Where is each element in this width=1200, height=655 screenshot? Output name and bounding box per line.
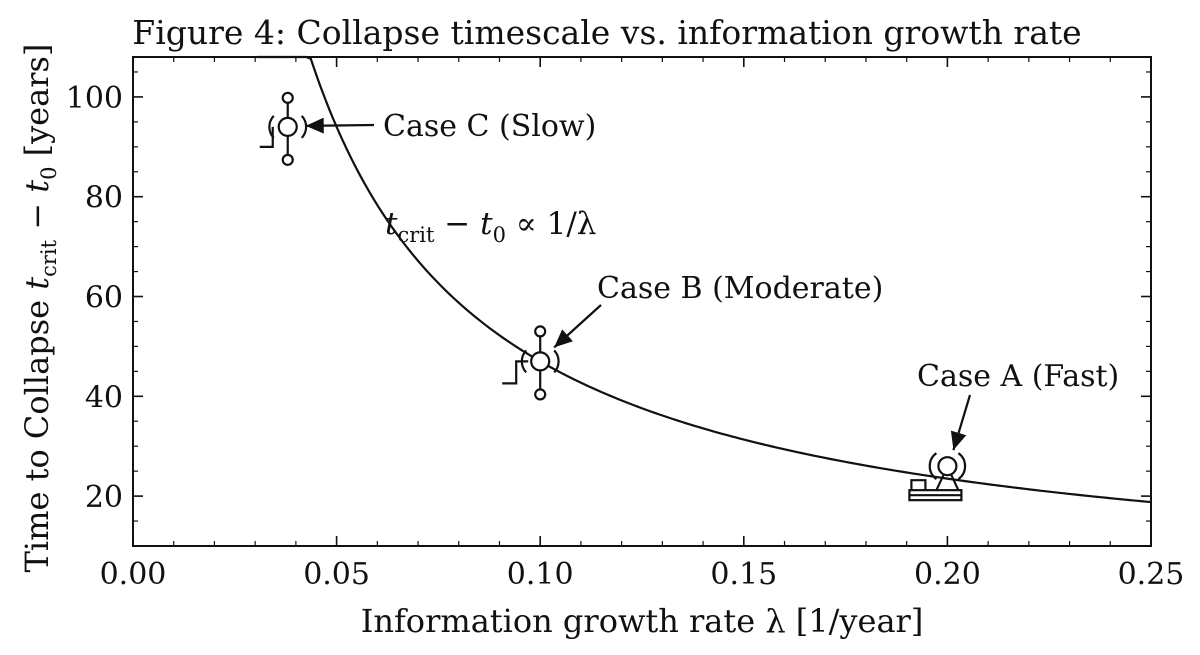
- inverse-curve-line: [257, 55, 1152, 504]
- case-a-label: Case A (Fast): [917, 359, 1119, 394]
- case-b-arrow: [553, 304, 602, 349]
- plot-frame: [132, 56, 1152, 547]
- chart-title: Figure 4: Collapse timescale vs. informa…: [132, 13, 1081, 52]
- case-b-label: Case B (Moderate): [597, 271, 883, 306]
- formula-rest: − t: [434, 206, 493, 242]
- case-a-arrow: [950, 394, 972, 451]
- y-tick-label: 20: [85, 480, 123, 515]
- y-label-units: [years]: [18, 44, 56, 167]
- x-tick-label: 0.15: [710, 557, 777, 592]
- y-axis-label: Time to Collapse tcrit − t0 [years]: [18, 44, 61, 573]
- formula-sub-crit: crit: [397, 223, 435, 247]
- y-tick-label: 100: [66, 81, 123, 116]
- formula-sub-0: 0: [493, 223, 506, 247]
- x-tick-label: 0.10: [507, 557, 574, 592]
- formula-annotation: tcrit − t0 ∝ 1/λ: [385, 206, 596, 247]
- y-label-t0: t: [18, 180, 56, 193]
- y-label-minus: −: [18, 193, 56, 240]
- axis-ticks: 0.00 0.05 0.10 0.15 0.20 0.25 20 40 60 80 100: [66, 57, 1185, 592]
- annotation-arrows: [305, 117, 972, 451]
- y-tick-label: 40: [85, 380, 123, 415]
- case-a-marker: [908, 452, 967, 502]
- case-markers: [259, 91, 967, 502]
- x-tick-label: 0.20: [914, 557, 981, 592]
- y-tick-label: 60: [85, 281, 123, 316]
- case-b-marker: [502, 325, 560, 401]
- y-label-sub-0: 0: [37, 167, 61, 180]
- formula-tail: ∝ 1/λ: [506, 206, 597, 242]
- case-c-marker: [259, 91, 308, 166]
- x-tick-label: 0.05: [303, 557, 370, 592]
- formula-t: t: [385, 206, 398, 242]
- y-tick-label: 80: [85, 181, 123, 216]
- x-axis-label: Information growth rate λ [1/year]: [361, 602, 924, 640]
- case-c-arrow: [305, 117, 375, 134]
- x-tick-label: 0.00: [100, 557, 167, 592]
- annotation-labels: Case C (Slow) Case B (Moderate) Case A (Fa…: [383, 109, 1119, 394]
- y-label-sub-crit: crit: [37, 239, 61, 277]
- y-label-t: t: [18, 277, 56, 290]
- y-label-main: Time to Collapse: [18, 290, 56, 573]
- case-c-label: Case C (Slow): [383, 109, 596, 144]
- x-tick-label: 0.25: [1118, 557, 1185, 592]
